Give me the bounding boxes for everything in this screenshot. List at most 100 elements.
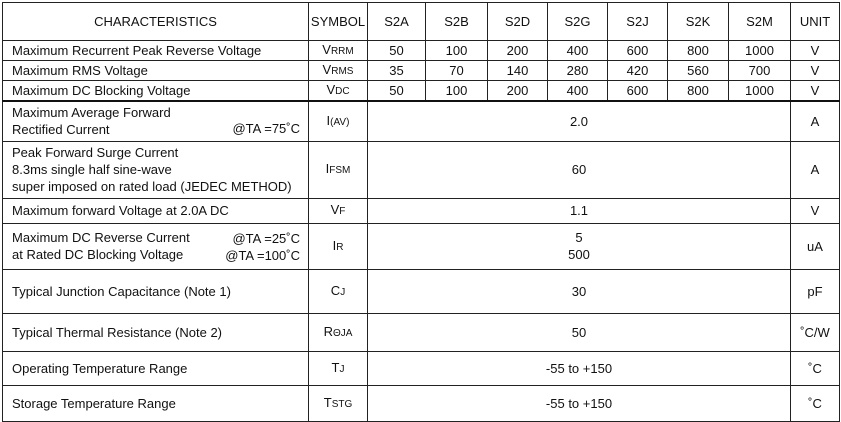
value-line: 60 bbox=[571, 162, 587, 177]
value-line: 1.1 bbox=[569, 203, 589, 218]
value-cell: 1000 bbox=[728, 80, 791, 102]
value-cell-merged: 60 bbox=[367, 140, 791, 199]
table-row: Maximum RMS Voltage VRMS 35 70 140 280 420 560 7… bbox=[2, 60, 840, 81]
symbol-subscript: θJA bbox=[332, 327, 353, 339]
value-cell-merged: 30 bbox=[367, 268, 791, 314]
unit-cell: V bbox=[790, 197, 840, 224]
symbol-subscript: DC bbox=[335, 86, 350, 97]
header-s2k: S2K bbox=[667, 2, 729, 41]
symbol-main: I bbox=[332, 237, 337, 253]
unit-cell: V bbox=[790, 40, 840, 61]
characteristic-cell: Maximum DC Reverse Current at Rated DC Bl… bbox=[2, 222, 309, 270]
symbol-main: I bbox=[326, 112, 331, 128]
value-cell: 420 bbox=[607, 60, 668, 81]
condition-line: @TA =100˚C bbox=[225, 247, 300, 263]
symbol-subscript: F bbox=[339, 206, 346, 217]
symbol-subscript: R bbox=[336, 241, 344, 253]
header-characteristics: CHARACTERISTICS bbox=[2, 2, 309, 41]
value-cell: 200 bbox=[487, 80, 548, 102]
characteristic-line: Typical Thermal Resistance (Note 2) bbox=[12, 324, 223, 340]
value-cell-merged: 2.0 bbox=[367, 100, 791, 142]
table-row: Maximum Average Forward Rectified Current… bbox=[2, 100, 840, 142]
value-cell-merged: -55 to +150 bbox=[367, 384, 791, 422]
characteristic-cell: Peak Forward Surge Current 8.3ms single h… bbox=[2, 140, 309, 199]
value-cell-merged: -55 to +150 bbox=[367, 350, 791, 386]
value-cell-merged: 50 bbox=[367, 312, 791, 352]
header-unit: UNIT bbox=[790, 2, 840, 41]
value-line: -55 to +150 bbox=[545, 360, 613, 376]
symbol-subscript: RRM bbox=[330, 46, 354, 57]
characteristic-line: Maximum RMS Voltage bbox=[12, 63, 148, 78]
symbol-cell: TSTG bbox=[308, 384, 368, 422]
value-cell: 140 bbox=[487, 60, 548, 81]
characteristic-cell: Maximum Recurrent Peak Reverse Voltage bbox=[2, 40, 309, 61]
value-cell: 35 bbox=[367, 60, 426, 81]
symbol-cell: VDC bbox=[308, 80, 368, 102]
value-cell: 50 bbox=[367, 40, 426, 61]
table-row: Operating Temperature Range TJ -55 to +150… bbox=[2, 350, 840, 386]
unit-cell: ˚C bbox=[790, 384, 840, 422]
header-s2g: S2G bbox=[547, 2, 608, 41]
symbol-subscript: J bbox=[339, 363, 345, 375]
header-s2b: S2B bbox=[425, 2, 488, 41]
characteristic-cell: Operating Temperature Range bbox=[2, 350, 309, 386]
header-s2d: S2D bbox=[487, 2, 548, 41]
symbol-main: R bbox=[323, 323, 333, 339]
symbol-cell: IFSM bbox=[308, 140, 368, 199]
characteristic-line: Maximum forward Voltage at 2.0A DC bbox=[12, 203, 229, 218]
header-row: CHARACTERISTICS SYMBOL S2A S2B S2D S2G S… bbox=[2, 2, 840, 41]
symbol-subscript: (AV) bbox=[330, 116, 350, 128]
characteristic-line: super imposed on rated load (JEDEC METHO… bbox=[12, 179, 292, 194]
value-line: 5 bbox=[575, 230, 583, 245]
value-cell: 400 bbox=[547, 40, 608, 61]
symbol-main: V bbox=[330, 202, 340, 217]
characteristic-line: Maximum DC Reverse Current bbox=[12, 230, 190, 245]
symbol-main: V bbox=[322, 62, 332, 77]
value-cell: 100 bbox=[425, 40, 488, 61]
symbol-main: V bbox=[326, 82, 336, 97]
characteristic-line: at Rated DC Blocking Voltage bbox=[12, 247, 184, 262]
symbol-main: C bbox=[330, 282, 341, 298]
value-cell: 100 bbox=[425, 80, 488, 102]
value-cell: 800 bbox=[667, 80, 729, 102]
symbol-main: T bbox=[331, 359, 340, 375]
value-line: -55 to +150 bbox=[545, 395, 613, 411]
symbol-subscript: FSM bbox=[329, 165, 351, 176]
symbol-main: T bbox=[323, 394, 332, 410]
characteristic-line: Maximum Average Forward bbox=[12, 105, 171, 121]
characteristic-line: Typical Junction Capacitance (Note 1) bbox=[12, 283, 231, 299]
value-cell-merged: 1.1 bbox=[367, 197, 791, 224]
value-cell: 280 bbox=[547, 60, 608, 81]
condition: @TA =75˚C bbox=[232, 120, 300, 137]
characteristic-line: Maximum DC Blocking Voltage bbox=[12, 83, 191, 98]
unit-cell: pF bbox=[790, 268, 840, 314]
symbol-cell: CJ bbox=[308, 268, 368, 314]
symbol-cell: IR bbox=[308, 222, 368, 270]
table-row: Typical Junction Capacitance (Note 1) CJ 3… bbox=[2, 268, 840, 314]
symbol-subscript: STG bbox=[331, 398, 353, 410]
symbol-cell: VF bbox=[308, 197, 368, 224]
symbol-cell: RθJA bbox=[308, 312, 368, 352]
condition-line: @TA =25˚C bbox=[232, 230, 300, 246]
value-cell: 200 bbox=[487, 40, 548, 61]
value-cell: 70 bbox=[425, 60, 488, 81]
characteristic-cell: Storage Temperature Range bbox=[2, 384, 309, 422]
value-line: 2.0 bbox=[569, 113, 589, 129]
characteristic-cell: Maximum Average Forward Rectified Current… bbox=[2, 100, 309, 142]
characteristic-line: Operating Temperature Range bbox=[12, 360, 188, 376]
table-row: Maximum forward Voltage at 2.0A DC VF 1.1 V bbox=[2, 197, 840, 224]
characteristic-line: 8.3ms single half sine-wave bbox=[12, 162, 172, 177]
table-row: Maximum DC Blocking Voltage VDC 50 100 200 40… bbox=[2, 80, 840, 102]
symbol-main: V bbox=[322, 42, 331, 57]
characteristic-cell: Typical Thermal Resistance (Note 2) bbox=[2, 312, 309, 352]
unit-cell: A bbox=[790, 140, 840, 199]
symbol-subscript: RMS bbox=[331, 66, 354, 77]
condition-line: @TA =75˚C bbox=[232, 120, 300, 136]
table-row: Maximum DC Reverse Current at Rated DC Bl… bbox=[2, 222, 840, 270]
characteristic-cell: Maximum RMS Voltage bbox=[2, 60, 309, 81]
header-s2m: S2M bbox=[728, 2, 791, 41]
unit-cell: ˚C/W bbox=[790, 312, 840, 352]
value-cell: 700 bbox=[728, 60, 791, 81]
symbol-main: I bbox=[325, 161, 330, 176]
